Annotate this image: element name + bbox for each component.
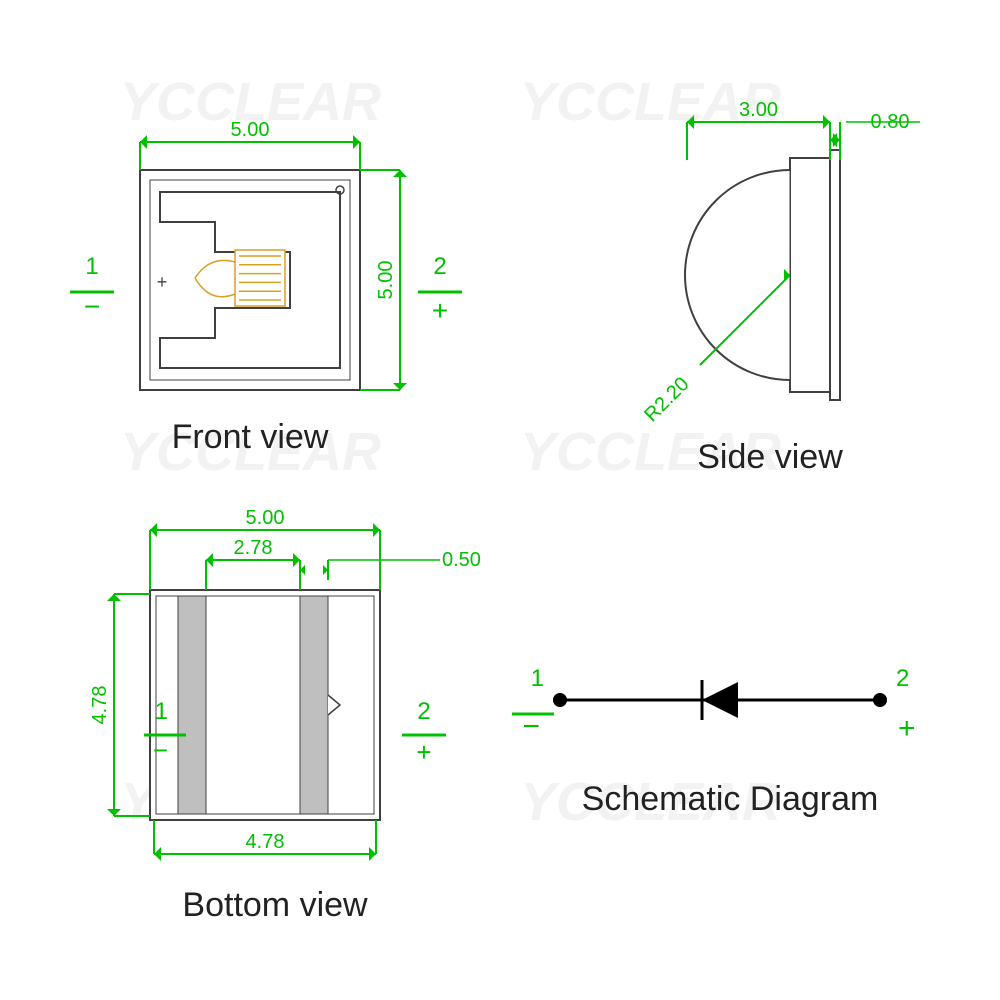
svg-text:+: + <box>416 737 431 767</box>
svg-text:1: 1 <box>531 665 544 692</box>
svg-text:+: + <box>432 295 448 326</box>
svg-text:Front view: Front view <box>172 418 329 456</box>
svg-text:1: 1 <box>85 253 98 280</box>
svg-text:Bottom view: Bottom view <box>182 886 368 924</box>
svg-text:+: + <box>157 272 168 292</box>
svg-text:−: − <box>84 291 100 322</box>
svg-text:2.78: 2.78 <box>234 537 273 559</box>
svg-text:0.50: 0.50 <box>442 549 481 571</box>
svg-text:5.00: 5.00 <box>231 119 270 141</box>
svg-text:2: 2 <box>417 698 430 725</box>
svg-text:1: 1 <box>155 698 168 725</box>
svg-text:2: 2 <box>433 253 446 280</box>
svg-text:−: − <box>153 735 168 765</box>
svg-text:+: + <box>898 712 916 745</box>
svg-text:4.78: 4.78 <box>246 831 285 853</box>
svg-text:Schematic Diagram: Schematic Diagram <box>582 780 879 818</box>
svg-text:5.00: 5.00 <box>246 507 285 529</box>
svg-text:3.00: 3.00 <box>739 99 778 121</box>
svg-text:5.00: 5.00 <box>375 261 397 300</box>
svg-text:2: 2 <box>896 665 909 692</box>
svg-text:Side view: Side view <box>697 438 843 476</box>
svg-text:4.78: 4.78 <box>89 686 111 725</box>
